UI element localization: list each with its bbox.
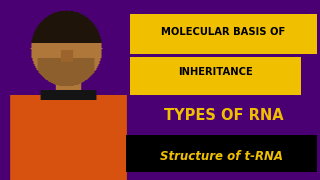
FancyBboxPatch shape xyxy=(126,135,317,172)
FancyBboxPatch shape xyxy=(130,57,301,94)
Text: INHERITANCE: INHERITANCE xyxy=(178,67,252,77)
Text: Structure of t-RNA: Structure of t-RNA xyxy=(160,150,283,163)
Text: TYPES OF RNA: TYPES OF RNA xyxy=(164,108,284,123)
Text: MOLECULAR BASIS OF: MOLECULAR BASIS OF xyxy=(161,27,285,37)
FancyBboxPatch shape xyxy=(130,14,317,54)
